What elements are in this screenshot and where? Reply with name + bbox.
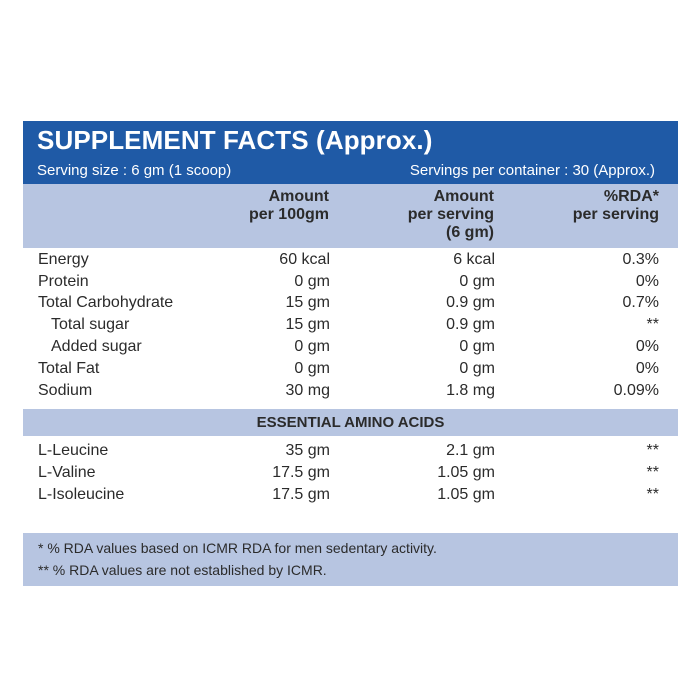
- table-row: Sodium 30 mg 1.8 mg 0.09%: [23, 380, 678, 402]
- amino-acid-label: L-Valine: [38, 464, 96, 481]
- servings-per-container: Servings per container : 30 (Approx.): [409, 162, 655, 179]
- footnotes: * % RDA values based on ICMR RDA for men…: [23, 533, 678, 586]
- amount-per-100gm: 60 kcal: [279, 251, 330, 268]
- rda-value: 0%: [635, 360, 659, 377]
- facts-title: SUPPLEMENT FACTS (Approx.): [37, 125, 433, 155]
- amount-per-100gm: 30 mg: [285, 382, 330, 399]
- amount-per-100gm: 0 gm: [294, 338, 330, 355]
- amount-per-serving: 1.05 gm: [437, 464, 495, 481]
- amount-per-serving: 2.1 gm: [446, 442, 495, 459]
- amount-per-100gm: 15 gm: [285, 316, 330, 333]
- amount-per-serving: 0 gm: [459, 338, 495, 355]
- amount-per-100gm: 35 gm: [285, 442, 330, 459]
- nutrient-label: Total sugar: [51, 316, 130, 333]
- amino-acids-table-body: [23, 436, 678, 533]
- supplement-facts-panel: SUPPLEMENT FACTS (Approx.) Serving size …: [23, 121, 678, 586]
- table-row: L-Leucine 35 gm 2.1 gm **: [23, 440, 678, 462]
- amino-acid-label: L-Isoleucine: [38, 486, 125, 503]
- amount-per-100gm: 17.5 gm: [272, 464, 330, 481]
- amount-per-100gm: 17.5 gm: [272, 486, 330, 503]
- amount-per-100gm: 0 gm: [294, 360, 330, 377]
- rda-value: 0.09%: [613, 382, 659, 399]
- nutrient-label: Added sugar: [51, 338, 142, 355]
- column-header-line: Amount: [268, 188, 329, 205]
- nutrient-table-body: [23, 248, 678, 366]
- rda-value: **: [646, 442, 659, 459]
- table-row: Total Carbohydrate 15 gm 0.9 gm 0.7%: [23, 292, 678, 314]
- table-row: Added sugar 0 gm 0 gm 0%: [23, 336, 678, 358]
- table-row: Total sugar 15 gm 0.9 gm **: [23, 314, 678, 336]
- column-header-line: %RDA*: [603, 188, 659, 205]
- rda-value: 0.3%: [622, 251, 659, 268]
- nutrient-label: Sodium: [38, 382, 93, 399]
- column-header-line: per serving: [407, 206, 494, 223]
- rda-value: 0%: [635, 273, 659, 290]
- column-amount-per-100gm: Amount per 100gm: [249, 188, 329, 224]
- nutrient-label: Total Fat: [38, 360, 100, 377]
- amount-per-serving: 0 gm: [459, 360, 495, 377]
- table-row: Total Fat 0 gm 0 gm 0%: [23, 358, 678, 380]
- rda-value: **: [646, 464, 659, 481]
- amount-per-serving: 6 kcal: [453, 251, 495, 268]
- column-header-line: Amount: [433, 188, 494, 205]
- footnote-rda-basis: * % RDA values based on ICMR RDA for men…: [38, 540, 437, 556]
- amount-per-serving: 0.9 gm: [446, 294, 495, 311]
- footnote-rda-not-established: ** % RDA values are not established by I…: [38, 562, 327, 578]
- column-amount-per-serving: Amount per serving (6 gm): [408, 188, 494, 242]
- rda-value: 0%: [635, 338, 659, 355]
- rda-value: **: [646, 486, 659, 503]
- amino-acid-label: L-Leucine: [38, 442, 109, 459]
- table-row: Protein 0 gm 0 gm 0%: [23, 271, 678, 293]
- facts-header: SUPPLEMENT FACTS (Approx.) Serving size …: [23, 121, 678, 184]
- amount-per-serving: 0 gm: [459, 273, 495, 290]
- column-header-line: per serving: [572, 206, 659, 223]
- column-header-line: per 100gm: [248, 206, 329, 223]
- amino-acids-section-title: ESSENTIAL AMINO ACIDS: [23, 409, 678, 436]
- column-rda-per-serving: %RDA* per serving: [573, 188, 659, 224]
- nutrient-label: Energy: [38, 251, 89, 268]
- amount-per-100gm: 15 gm: [285, 294, 330, 311]
- table-row: L-Isoleucine 17.5 gm 1.05 gm **: [23, 484, 678, 506]
- table-row: L-Valine 17.5 gm 1.05 gm **: [23, 462, 678, 484]
- nutrient-label: Total Carbohydrate: [38, 294, 174, 311]
- table-row: Energy 60 kcal 6 kcal 0.3%: [23, 249, 678, 271]
- amount-per-100gm: 0 gm: [294, 273, 330, 290]
- amount-per-serving: 1.05 gm: [437, 486, 495, 503]
- column-header-line: (6 gm): [446, 224, 494, 241]
- rda-value: **: [646, 316, 659, 333]
- rda-value: 0.7%: [622, 294, 659, 311]
- serving-size: Serving size : 6 gm (1 scoop): [37, 162, 232, 179]
- amount-per-serving: 0.9 gm: [446, 316, 495, 333]
- amount-per-serving: 1.8 mg: [446, 382, 495, 399]
- nutrient-label: Protein: [38, 273, 89, 290]
